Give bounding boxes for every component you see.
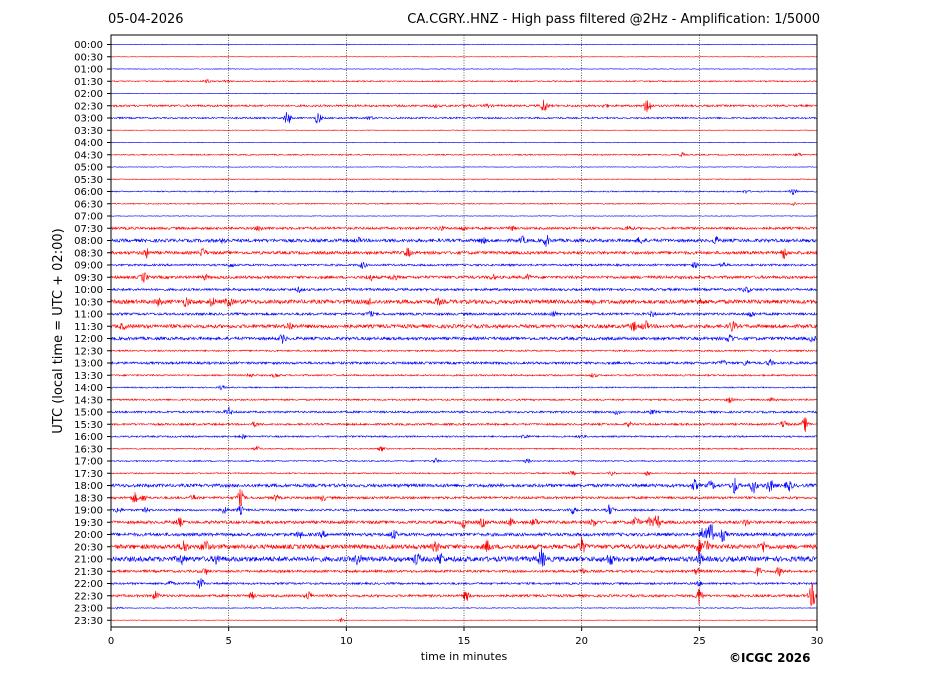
x-axis-label: time in minutes xyxy=(421,650,508,663)
y-tick-label: 09:00 xyxy=(74,261,103,272)
y-tick-label: 05:00 xyxy=(74,163,103,174)
y-tick-label: 23:30 xyxy=(74,616,103,627)
trace-row-1530 xyxy=(110,417,818,433)
chart-title: CA.CGRY..HNZ - High pass filtered @2Hz -… xyxy=(407,12,820,27)
trace-row-0500 xyxy=(110,166,818,168)
y-tick-label: 15:30 xyxy=(74,420,103,431)
trace-row-2130 xyxy=(110,566,818,577)
y-tick-label: 09:30 xyxy=(74,273,103,284)
grid-lines xyxy=(228,35,700,627)
y-tick-label: 03:00 xyxy=(74,114,103,125)
trace-row-0600 xyxy=(110,188,818,196)
y-tick-label: 20:30 xyxy=(74,542,103,553)
y-tick-label: 11:30 xyxy=(74,322,103,333)
trace-row-1630 xyxy=(110,445,818,452)
y-tick-label: 21:30 xyxy=(74,567,103,578)
y-tick-label: 01:00 xyxy=(74,65,103,76)
y-tick-label: 01:30 xyxy=(74,77,103,88)
y-tick-label: 10:00 xyxy=(74,285,103,296)
trace-row-2230 xyxy=(110,582,818,607)
trace-row-0030 xyxy=(110,55,818,58)
header-date: 05-04-2026 xyxy=(108,12,184,27)
trace-row-0530 xyxy=(110,178,818,181)
x-tick-label: 20 xyxy=(575,636,588,647)
y-tick-label: 13:00 xyxy=(74,359,103,370)
y-tick-label: 04:30 xyxy=(74,150,103,161)
y-tick-label: 07:30 xyxy=(74,224,103,235)
trace-row-0100 xyxy=(110,68,818,71)
trace-row-1130 xyxy=(110,320,818,332)
x-tick-label: 5 xyxy=(225,636,231,647)
y-tick-label: 03:30 xyxy=(74,126,103,137)
x-tick-label: 15 xyxy=(458,636,471,647)
y-tick-label: 21:00 xyxy=(74,555,103,566)
trace-row-0430 xyxy=(110,151,818,158)
y-tick-label: 19:00 xyxy=(74,506,103,517)
y-tick-label: 16:00 xyxy=(74,432,103,443)
y-axis-label: UTC (local time = UTC + 02:00) xyxy=(51,228,66,433)
y-tick-label: 00:30 xyxy=(74,52,103,63)
x-tick-label: 30 xyxy=(811,636,824,647)
y-tick-label: 18:30 xyxy=(74,493,103,504)
y-tick-label: 14:00 xyxy=(74,383,103,394)
y-tick-label: 11:00 xyxy=(74,310,103,321)
trace-row-1500 xyxy=(110,406,818,415)
trace-row-1830 xyxy=(110,488,818,506)
y-tick-label: 15:00 xyxy=(74,408,103,419)
y-tick-label: 04:00 xyxy=(74,138,103,149)
y-tick-label: 02:30 xyxy=(74,101,103,112)
y-tick-label: 02:00 xyxy=(74,89,103,100)
y-tick-label: 17:00 xyxy=(74,457,103,468)
trace-row-0800 xyxy=(110,234,818,247)
y-tick-label: 12:30 xyxy=(74,346,103,357)
y-tick-label: 14:30 xyxy=(74,395,103,406)
y-tick-label: 22:00 xyxy=(74,579,103,590)
y-tick-label: 18:00 xyxy=(74,481,103,492)
y-tick-label: 00:00 xyxy=(74,40,103,51)
y-tick-label: 08:30 xyxy=(74,248,103,259)
y-tick-label: 06:30 xyxy=(74,199,103,210)
y-tick-label: 23:00 xyxy=(74,604,103,615)
x-axis: 0 5 10 15 20 25 30 xyxy=(108,627,824,647)
trace-row-0000 xyxy=(110,43,818,46)
y-tick-label: 16:30 xyxy=(74,444,103,455)
y-tick-label: 13:30 xyxy=(74,371,103,382)
trace-row-0630 xyxy=(110,201,818,207)
y-tick-label: 20:00 xyxy=(74,530,103,541)
copyright-label: ©ICGC 2026 xyxy=(729,651,811,665)
y-tick-label: 22:30 xyxy=(74,591,103,602)
y-tick-label: 17:30 xyxy=(74,469,103,480)
x-tick-label: 25 xyxy=(693,636,706,647)
trace-row-0930 xyxy=(110,271,818,283)
y-tick-label: 08:00 xyxy=(74,236,103,247)
y-tick-label: 10:30 xyxy=(74,297,103,308)
trace-row-2200 xyxy=(110,578,818,589)
y-tick-label: 05:30 xyxy=(74,175,103,186)
x-tick-label: 0 xyxy=(108,636,114,647)
x-tick-label: 10 xyxy=(340,636,353,647)
y-tick-label: 07:00 xyxy=(74,212,103,223)
trace-row-1600 xyxy=(110,433,818,440)
trace-row-2000 xyxy=(110,524,818,542)
y-tick-label: 19:30 xyxy=(74,518,103,529)
trace-row-1100 xyxy=(110,310,818,318)
trace-row-1300 xyxy=(110,358,818,366)
y-tick-label: 06:00 xyxy=(74,187,103,198)
trace-row-1700 xyxy=(110,457,818,464)
y-tick-label: 12:00 xyxy=(74,334,103,345)
